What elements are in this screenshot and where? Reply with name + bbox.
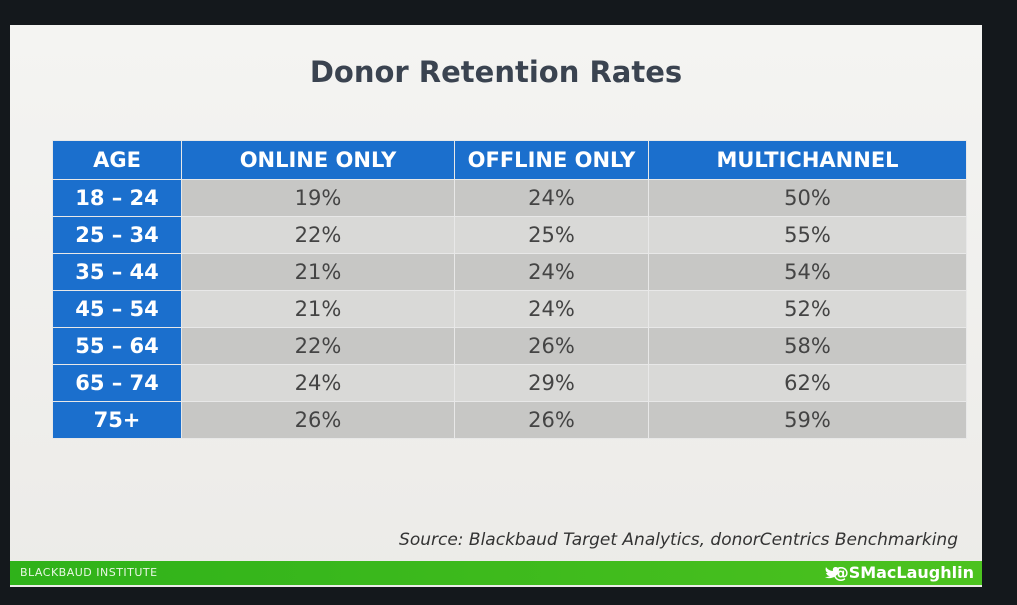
footer-bar: BLACKBAUD INSTITUTE @SMacLaughlin [10,561,982,585]
rate-cell: 26% [454,401,649,439]
table-row: 18 – 24 19% 24% 50% [52,179,967,217]
rate-cell: 59% [648,401,967,439]
age-cell: 18 – 24 [52,179,182,217]
age-cell: 35 – 44 [52,253,182,291]
rate-cell: 54% [648,253,967,291]
retention-table: AGE ONLINE ONLY OFFLINE ONLY MULTICHANNEL 18… [52,140,967,439]
rate-cell: 29% [454,364,649,402]
rate-cell: 21% [181,253,455,291]
rate-cell: 24% [181,364,455,402]
rate-cell: 58% [648,327,967,365]
column-header: AGE [52,140,182,180]
table-row: 25 – 34 22% 25% 55% [52,216,967,254]
rate-cell: 19% [181,179,455,217]
age-cell: 65 – 74 [52,364,182,402]
rate-cell: 22% [181,216,455,254]
age-cell: 75+ [52,401,182,439]
twitter-icon [825,567,841,579]
header-row: AGE ONLINE ONLY OFFLINE ONLY MULTICHANNEL [52,140,967,180]
age-cell: 55 – 64 [52,327,182,365]
table-row: 75+ 26% 26% 59% [52,401,967,439]
slide-title: Donor Retention Rates [309,55,683,89]
rate-cell: 52% [648,290,967,328]
rate-cell: 55% [648,216,967,254]
slide: Donor Retention Rates AGE ONLINE ONLY OFFL… [10,25,982,587]
table-row: 35 – 44 21% 24% 54% [52,253,967,291]
column-header: ONLINE ONLY [181,140,455,180]
rate-cell: 24% [454,253,649,291]
rate-cell: 25% [454,216,649,254]
footer-handle: @SMacLaughlin [832,563,974,582]
source-note: Source: Blackbaud Target Analytics, dono… [399,530,958,550]
footer-brand: BLACKBAUD INSTITUTE [20,566,158,579]
rate-cell: 21% [181,290,455,328]
rate-cell: 62% [648,364,967,402]
rate-cell: 26% [454,327,649,365]
table-row: 65 – 74 24% 29% 62% [52,364,967,402]
rate-cell: 24% [454,179,649,217]
age-cell: 25 – 34 [52,216,182,254]
table-row: 45 – 54 21% 24% 52% [52,290,967,328]
age-cell: 45 – 54 [52,290,182,328]
rate-cell: 24% [454,290,649,328]
rate-cell: 26% [181,401,455,439]
column-header: OFFLINE ONLY [454,140,649,180]
rate-cell: 50% [648,179,967,217]
table-row: 55 – 64 22% 26% 58% [52,327,967,365]
rate-cell: 22% [181,327,455,365]
column-header: MULTICHANNEL [648,140,967,180]
